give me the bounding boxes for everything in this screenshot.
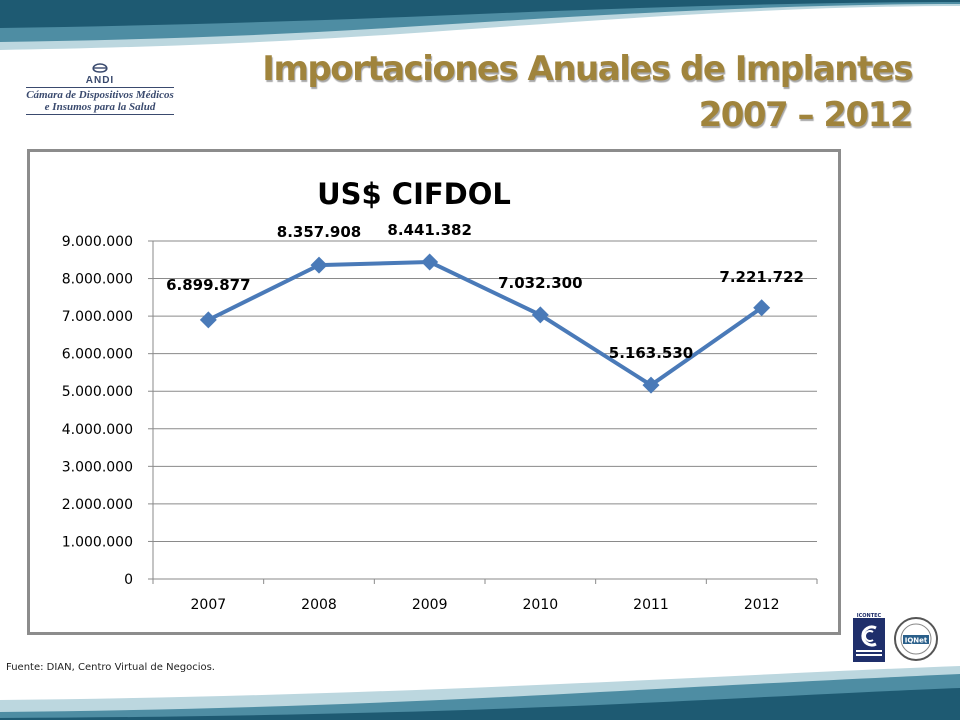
data-label-2008: 8.357.908 [277,223,361,241]
cert2-label: IQNet [905,637,928,645]
x-tick-label: 2009 [412,597,448,613]
chart-frame [27,149,841,635]
logo-abbr: ANDI [85,75,115,86]
logo-line-2: e Insumos para la Salud [44,101,156,113]
data-point-2009 [421,253,439,271]
y-tick-label: 9.000.000 [62,234,133,250]
y-tick-label: 7.000.000 [62,309,133,325]
data-label-2010: 7.032.300 [498,274,582,292]
bottom-wave-decoration [0,666,960,720]
data-label-2012: 7.221.722 [719,268,803,286]
title-line-1: Importaciones Anuales de Implantes [262,49,913,89]
data-point-2011 [642,376,660,394]
title-line-2: 2007 – 2012 [698,95,914,135]
cert1-label: ICONTEC [857,613,882,619]
data-label-2011: 5.163.530 [609,344,693,362]
data-point-2008 [310,256,328,274]
y-tick-label: 3.000.000 [62,459,133,475]
chart-title: US$ CIFDOL [317,177,511,211]
andi-logo: ANDI Cámara de Dispositivos Médicos e In… [20,62,180,116]
data-point-2010 [531,306,549,324]
icontec-certification-logo: ICONTEC [852,612,886,666]
logo-line-1: Cámara de Dispositivos Médicos [26,89,174,101]
x-tick-label: 2008 [301,597,337,613]
andi-emblem-icon [92,63,108,73]
line-chart: US$ CIFDOL 0 1.000.000 2.000.000 3.000.000 4.… [62,177,818,613]
x-tick-label: 2011 [633,597,669,613]
iqnet-certification-logo: IQNet [894,617,938,661]
x-tick-label: 2007 [191,597,227,613]
y-tick-label: 8.000.000 [62,272,133,288]
page-title: Importaciones Anuales de Implantes 2007 … [262,46,914,138]
data-point-2012 [753,299,771,317]
data-point-2007 [199,311,217,329]
data-label-2009: 8.441.382 [387,221,471,239]
top-wave-decoration [0,0,960,50]
y-tick-label: 1.000.000 [62,534,133,550]
y-tick-label: 6.000.000 [62,347,133,363]
x-tick-label: 2010 [523,597,559,613]
y-tick-label: 0 [124,572,133,588]
x-tick-label: 2012 [744,597,780,613]
data-label-2007: 6.899.877 [166,276,250,294]
y-tick-label: 4.000.000 [62,422,133,438]
y-tick-label: 5.000.000 [62,384,133,400]
source-note: Fuente: DIAN, Centro Virtual de Negocios… [6,662,215,673]
series-line [207,259,763,388]
y-tick-label: 2.000.000 [62,497,133,513]
